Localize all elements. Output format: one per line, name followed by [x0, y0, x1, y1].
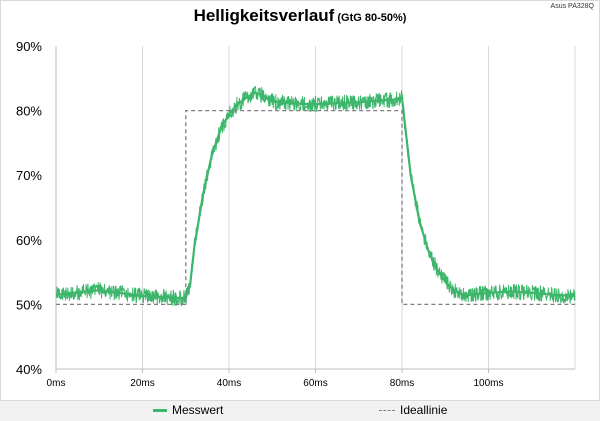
x-tick-label: 80ms — [390, 378, 414, 389]
y-tick-label: 40% — [16, 362, 42, 377]
x-tick-label: 100ms — [473, 378, 503, 389]
legend-item-measured: Messwert — [153, 403, 223, 417]
legend-label-measured: Messwert — [172, 403, 224, 417]
legend-item-ideal: Ideallinie — [379, 403, 447, 417]
series-ideallinie — [56, 109, 575, 306]
legend-swatch-measured — [153, 408, 167, 412]
legend-swatch-ideal — [379, 409, 395, 411]
x-tick-label: 60ms — [303, 378, 327, 389]
y-tick-label: 80% — [16, 104, 42, 119]
y-tick-label: 70% — [16, 168, 42, 183]
y-tick-label: 50% — [16, 297, 42, 312]
y-tick-label: 60% — [16, 233, 42, 248]
chart-title-subtitle: (GtG 80-50%) — [337, 12, 407, 24]
chart-title-main: Helligkeitsverlauf — [193, 6, 335, 25]
series-messwert-trend — [55, 91, 576, 299]
legend-label-ideal: Ideallinie — [400, 403, 448, 417]
x-tick-label: 40ms — [217, 378, 241, 389]
x-tick-label: 0ms — [47, 378, 66, 389]
legend: Messwert Ideallinie — [0, 400, 600, 421]
y-tick-label: 90% — [16, 39, 42, 54]
chart-title: Helligkeitsverlauf (GtG 80-50%) — [0, 6, 600, 26]
device-label: Asus PA328Q — [550, 3, 594, 10]
x-tick-label: 20ms — [130, 378, 154, 389]
